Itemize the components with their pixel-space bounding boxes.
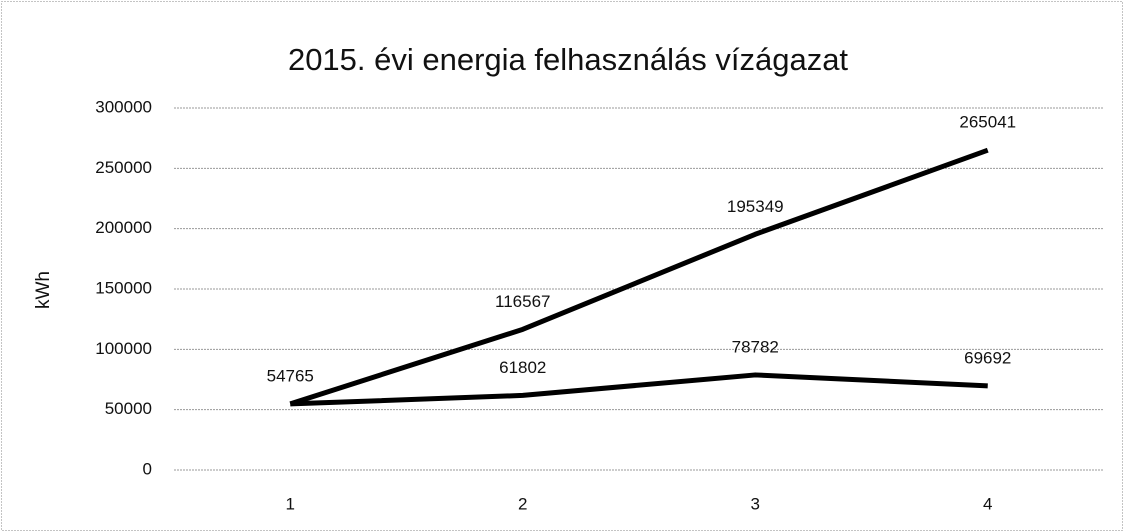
data-label: 61802: [499, 358, 546, 377]
y-tick-label: 0: [143, 459, 152, 478]
data-label: 54765: [267, 366, 314, 385]
y-tick-label: 300000: [95, 97, 152, 116]
x-tick-label: 1: [286, 494, 295, 513]
data-label: 116567: [495, 292, 550, 311]
y-tick-label: 50000: [105, 399, 152, 418]
y-tick-label: 250000: [95, 158, 152, 177]
y-tick-label: 150000: [95, 278, 152, 297]
x-tick-label: 2: [518, 494, 527, 513]
data-label: 195349: [727, 197, 784, 216]
line-series: [290, 372, 988, 407]
data-label: 69692: [964, 348, 1011, 367]
y-tick-label: 100000: [95, 339, 152, 358]
y-axis-label: kWh: [33, 271, 54, 309]
data-label: 78782: [732, 337, 779, 356]
y-tick-label: 200000: [95, 218, 152, 237]
x-tick-label: 4: [983, 494, 992, 513]
line-series: [289, 147, 989, 407]
x-tick-label: 3: [751, 494, 760, 513]
chart-title: 2015. évi energia felhasználás vízágazat: [288, 42, 848, 77]
data-label: 265041: [959, 113, 1016, 132]
